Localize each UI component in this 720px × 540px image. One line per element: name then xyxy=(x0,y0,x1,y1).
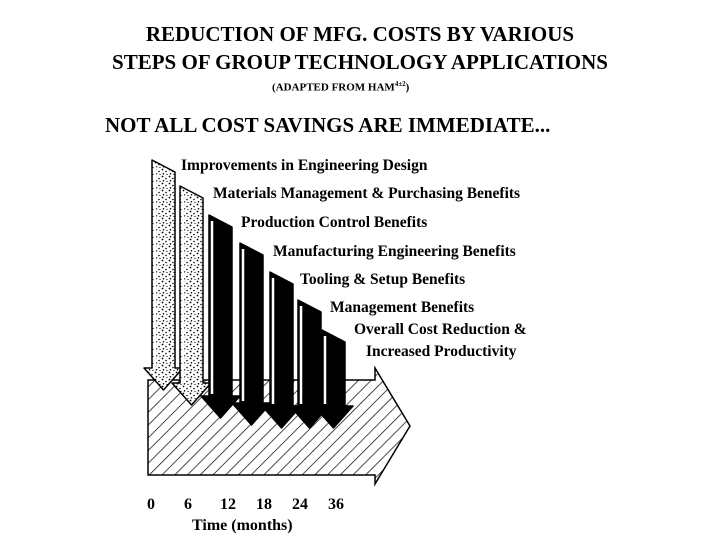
subtitle-reference: 4±2 xyxy=(394,80,406,88)
subtitle-suffix: ) xyxy=(405,81,410,94)
step-label-3: Production Control Benefits xyxy=(241,214,427,231)
title-line-1: REDUCTION OF MFG. COSTS BY VARIOUS xyxy=(145,22,575,46)
step-label-4: Manufacturing Engineering Benefits xyxy=(273,243,516,260)
step-label-7b: Increased Productivity xyxy=(366,343,517,360)
step-arrows xyxy=(143,159,354,429)
subtitle: (ADAPTED FROM HAM4±2) xyxy=(272,80,409,94)
subtitle-prefix: (ADAPTED FROM HAM xyxy=(272,81,395,94)
time-tick-12: 12 xyxy=(220,496,236,513)
time-tick-6: 6 xyxy=(184,496,192,513)
time-tick-0: 0 xyxy=(147,496,155,513)
step-label-6: Management Benefits xyxy=(330,299,474,316)
time-tick-36: 36 xyxy=(328,496,344,513)
step-label-2: Materials Management & Purchasing Benefi… xyxy=(213,185,520,202)
step-label-7a: Overall Cost Reduction & xyxy=(354,321,527,338)
step-label-1: Improvements in Engineering Design xyxy=(181,157,428,174)
time-tick-18: 18 xyxy=(256,496,272,513)
time-tick-24: 24 xyxy=(292,496,308,513)
title-line-2: STEPS OF GROUP TECHNOLOGY APPLICATIONS xyxy=(112,50,608,74)
step-arrow-1 xyxy=(143,159,184,391)
time-axis-label: Time (months) xyxy=(192,517,293,534)
tagline: NOT ALL COST SAVINGS ARE IMMEDIATE... xyxy=(105,113,551,137)
step-label-5: Tooling & Setup Benefits xyxy=(300,271,465,288)
